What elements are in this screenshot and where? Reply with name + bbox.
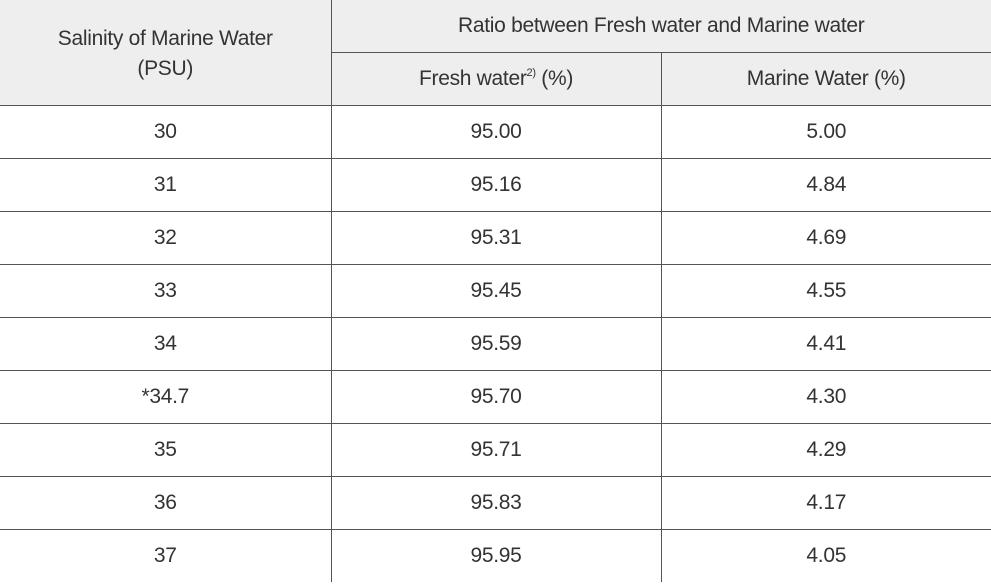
table-row: 32 95.31 4.69 xyxy=(0,211,991,265)
marine-water-cell: 4.84 xyxy=(660,158,991,212)
fresh-water-footnote-marker: 2) xyxy=(526,67,536,79)
fresh-water-cell: 95.71 xyxy=(330,423,662,477)
table-row: 34 95.59 4.41 xyxy=(0,317,991,371)
marine-water-cell: 4.55 xyxy=(660,264,991,318)
marine-water-cell: 4.69 xyxy=(660,211,991,265)
fresh-water-cell: 95.31 xyxy=(330,211,662,265)
table-row: 37 95.95 4.05 xyxy=(0,529,991,582)
salinity-column-header: Salinity of Marine Water (PSU) xyxy=(0,0,332,106)
header-row-bottom: Fresh water2) (%) Marine Water (%) xyxy=(0,52,991,106)
table-header: Salinity of Marine Water (PSU) Ratio bet… xyxy=(0,0,991,106)
fresh-water-column-header: Fresh water2) (%) xyxy=(331,52,662,106)
marine-water-cell: 4.17 xyxy=(660,476,991,530)
table-row: *34.7 95.70 4.30 xyxy=(0,370,991,424)
salinity-cell: 30 xyxy=(0,105,332,159)
marine-water-cell: 4.29 xyxy=(660,423,991,477)
marine-water-cell: 4.05 xyxy=(660,529,991,582)
table-row: 30 95.00 5.00 xyxy=(0,105,991,159)
table-row: 35 95.71 4.29 xyxy=(0,423,991,477)
table-row: 36 95.83 4.17 xyxy=(0,476,991,530)
table-row: 31 95.16 4.84 xyxy=(0,158,991,212)
salinity-cell: *34.7 xyxy=(0,370,332,424)
table-body: 30 95.00 5.00 31 95.16 4.84 32 95.31 4.6… xyxy=(0,105,991,582)
ratio-group-header: Ratio between Fresh water and Marine wat… xyxy=(330,0,991,53)
salinity-header-line2: (PSU) xyxy=(137,56,194,80)
salinity-header-line1: Salinity of Marine Water xyxy=(57,26,273,50)
fresh-water-header-text: Fresh water xyxy=(418,67,527,90)
salinity-cell: 35 xyxy=(0,423,332,477)
fresh-water-cell: 95.70 xyxy=(330,370,662,424)
marine-water-cell: 4.30 xyxy=(660,370,991,424)
table-row: 33 95.45 4.55 xyxy=(0,264,991,318)
fresh-water-cell: 95.59 xyxy=(330,317,662,371)
salinity-cell: 34 xyxy=(0,317,332,371)
fresh-water-header-unit: (%) xyxy=(535,67,574,90)
salinity-cell: 37 xyxy=(0,529,332,582)
salinity-cell: 31 xyxy=(0,158,332,212)
fresh-water-cell: 95.83 xyxy=(330,476,662,530)
marine-water-column-header: Marine Water (%) xyxy=(660,52,991,106)
salinity-cell: 33 xyxy=(0,264,332,318)
fresh-water-cell: 95.16 xyxy=(330,158,662,212)
fresh-water-cell: 95.45 xyxy=(330,264,662,318)
salinity-cell: 36 xyxy=(0,476,332,530)
marine-water-cell: 4.41 xyxy=(660,317,991,371)
header-row-top: Salinity of Marine Water (PSU) Ratio bet… xyxy=(0,0,991,106)
marine-water-cell: 5.00 xyxy=(660,105,991,159)
salinity-cell: 32 xyxy=(0,211,332,265)
fresh-water-cell: 95.95 xyxy=(330,529,662,582)
fresh-water-cell: 95.00 xyxy=(330,105,662,159)
